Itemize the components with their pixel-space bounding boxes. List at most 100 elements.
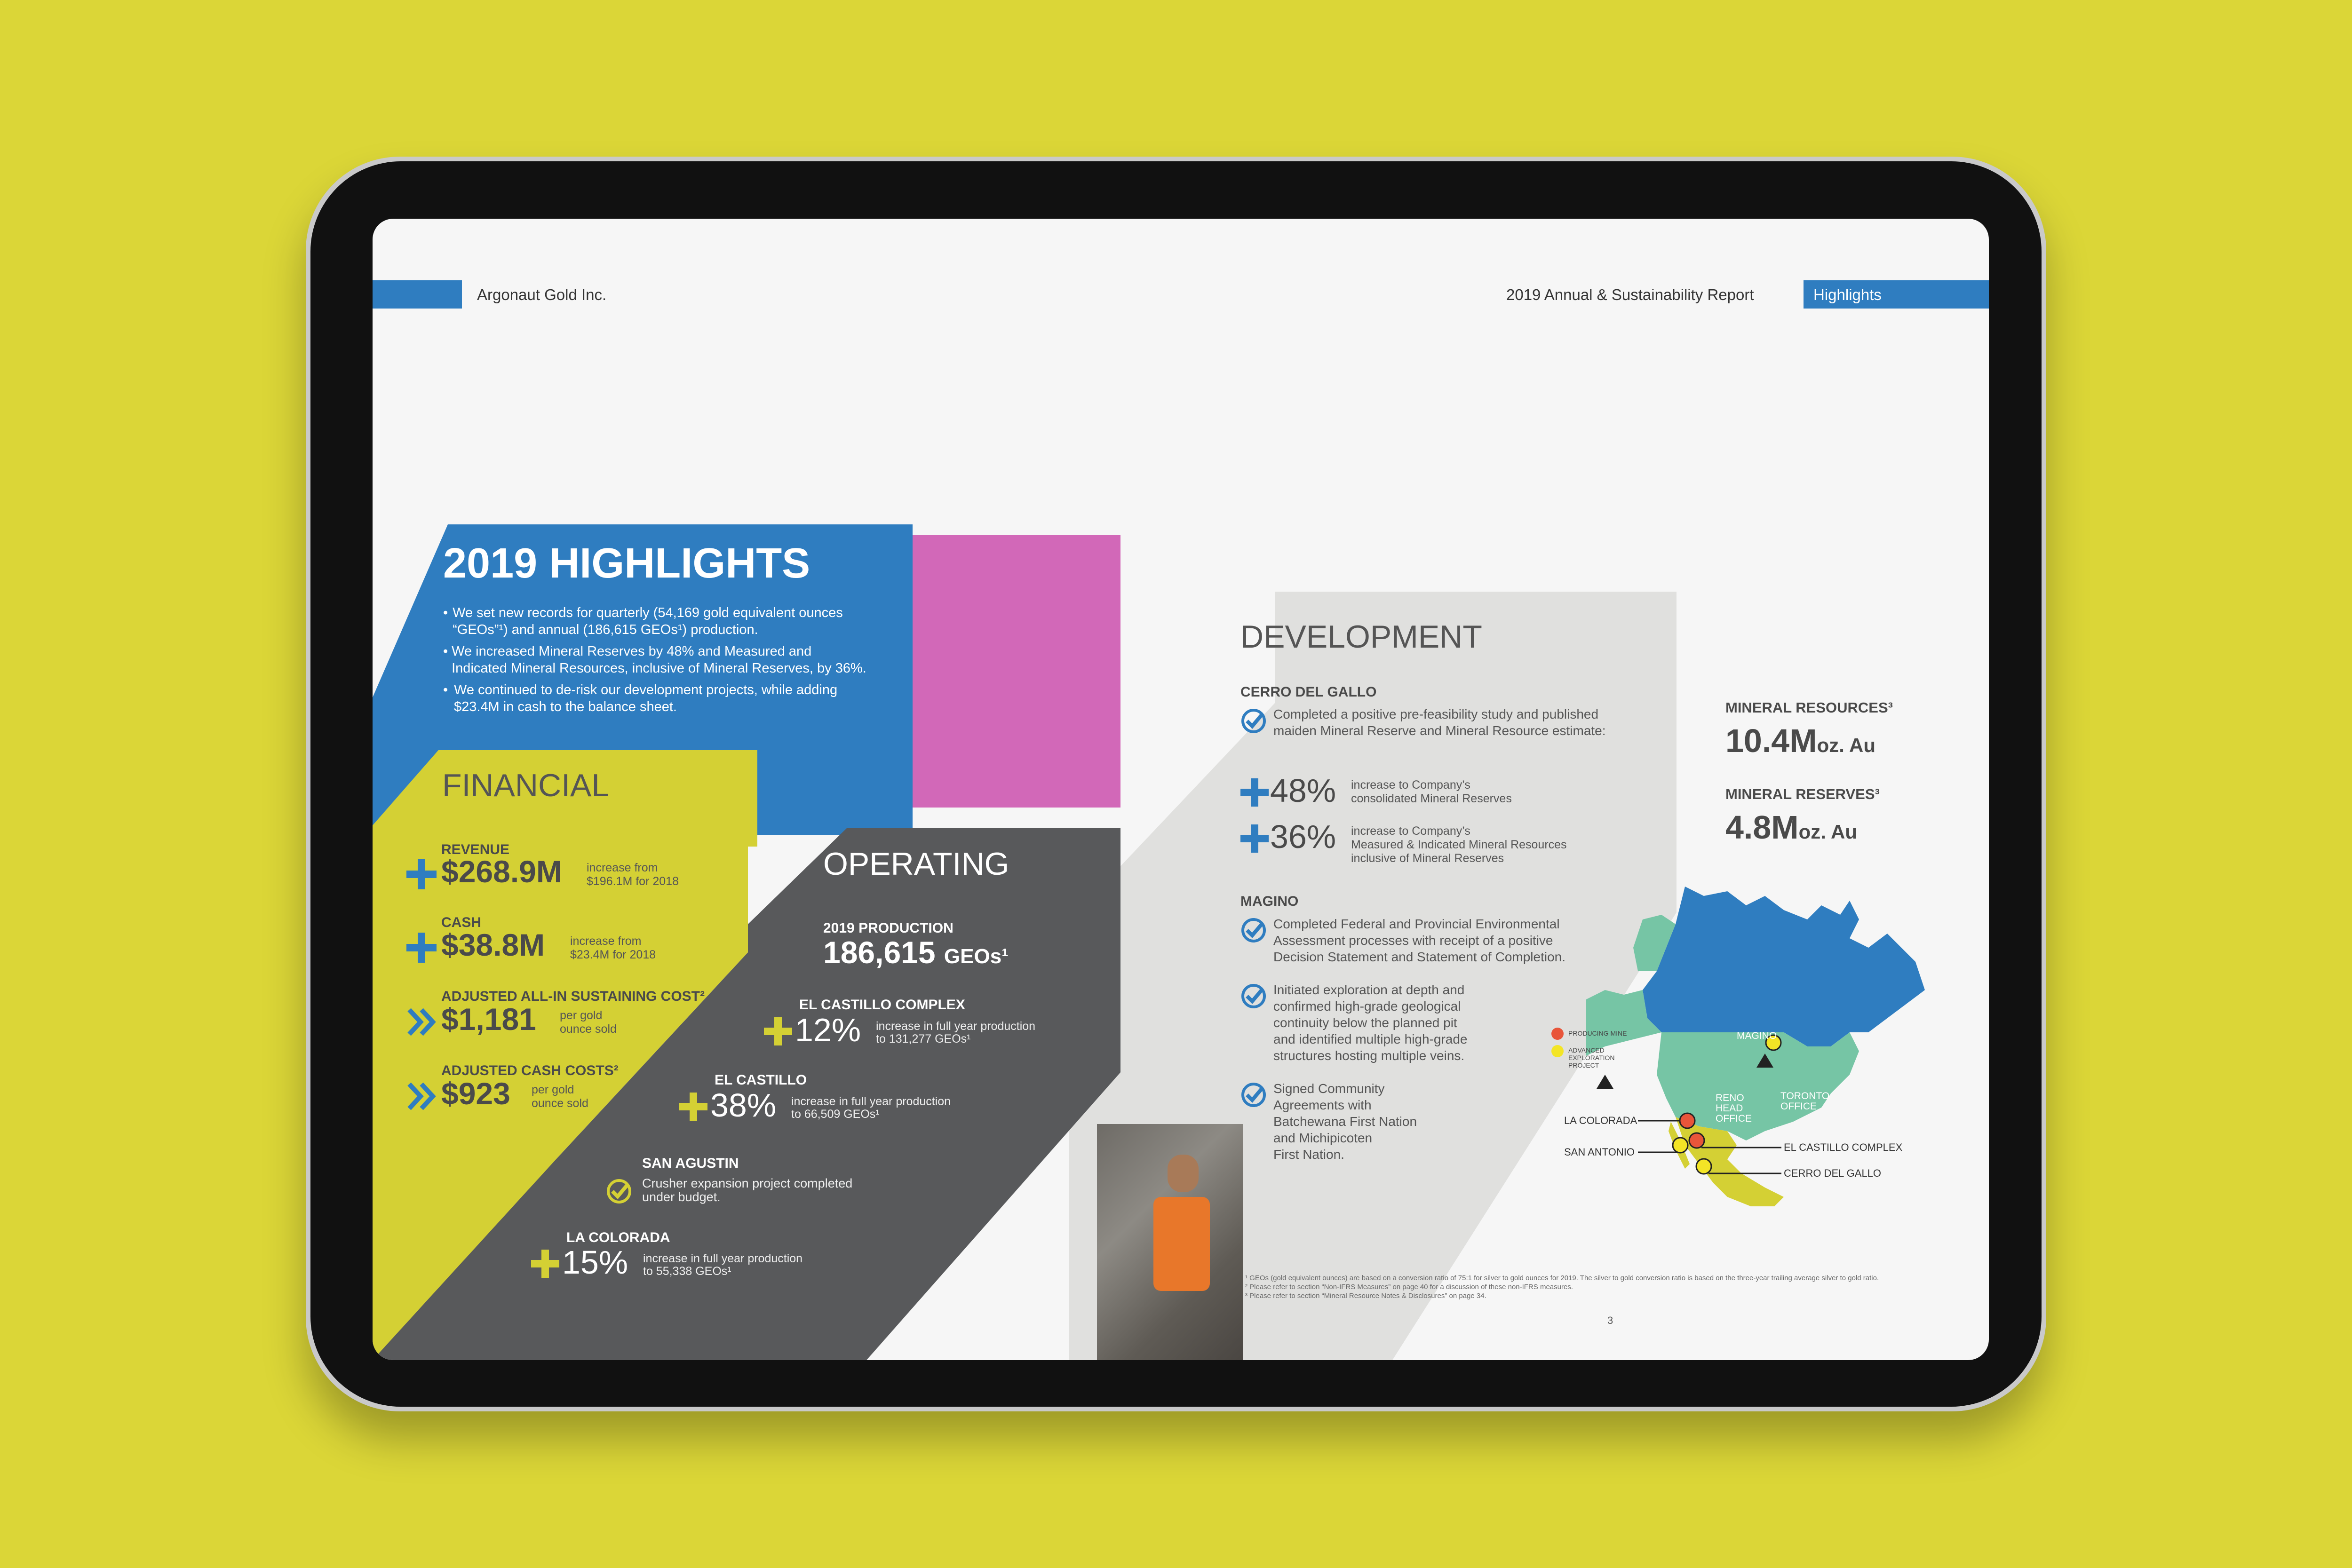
mineral-reserves-label: MINERAL RESERVES³: [1725, 786, 1880, 802]
san-antonio-marker: [1672, 1137, 1689, 1154]
map-canada-northwest: [1633, 915, 1676, 971]
magino-item-3: Signed Community Agreements with Batchew…: [1273, 1080, 1417, 1163]
magino-item-line: Agreements with: [1273, 1098, 1372, 1112]
magino-item-line: Initiated exploration at depth and: [1273, 982, 1465, 997]
cash-note-1: increase from: [570, 934, 642, 948]
el-castillo-complex-value: 12%: [795, 1012, 861, 1048]
check-circle-icon: [1241, 709, 1266, 733]
plus-icon: [531, 1250, 559, 1278]
cerro-text-1: Completed a positive pre-feasibility stu…: [1273, 707, 1599, 721]
mineral-resources-number: 10.4M: [1725, 722, 1817, 759]
worker-vest: [1153, 1197, 1210, 1291]
production-unit: GEOs¹: [944, 945, 1009, 968]
operating-title: OPERATING: [823, 846, 1009, 882]
map-canada: [1643, 887, 1925, 1046]
map-label-line: TORONTO: [1780, 1091, 1830, 1101]
el-castillo-note-2: to 66,509 GEOs¹: [791, 1108, 880, 1121]
magino-item-line: Batchewana First Nation: [1273, 1114, 1417, 1129]
check-circle-icon: [1241, 984, 1266, 1008]
magino-item-line: structures hosting multiple veins.: [1273, 1048, 1465, 1063]
stat-48-value: 48%: [1270, 772, 1336, 809]
footnote: ³ Please refer to section “Mineral Resou…: [1245, 1292, 1486, 1300]
la-colorada-note-1: increase in full year production: [643, 1252, 803, 1265]
check-circle-icon: [1241, 918, 1266, 942]
aisc-label: ADJUSTED ALL-IN SUSTAINING COST²: [441, 989, 705, 1004]
map-label-san-antonio: SAN ANTONIO: [1564, 1146, 1635, 1158]
aisc-note-1: per gold: [560, 1009, 603, 1022]
production-number: 186,615: [823, 935, 936, 970]
photo-silos: [913, 535, 1120, 808]
aisc-value: $1,181: [441, 1002, 536, 1037]
legend-producing-icon: [1551, 1028, 1564, 1040]
san-agustin-note-2: under budget.: [642, 1190, 721, 1204]
map-label-el-castillo: EL CASTILLO COMPLEX: [1784, 1141, 1903, 1153]
map-usa: [1657, 1032, 1859, 1140]
la-colorada-value: 15%: [562, 1244, 628, 1281]
footnotes: ¹ GEOs (gold equivalent ounces) are base…: [1245, 1274, 1879, 1300]
revenue-note-2: $196.1M for 2018: [587, 875, 679, 888]
tablet-device: Argonaut Gold Inc. 2019 Annual & Sustain…: [306, 157, 2046, 1411]
worker-head: [1168, 1155, 1199, 1192]
map-label-magino: MAGINO: [1737, 1030, 1777, 1041]
map-label-line: OFFICE: [1716, 1113, 1752, 1124]
cash-value: $38.8M: [441, 927, 545, 962]
revenue-label: REVENUE: [441, 842, 510, 857]
cash-costs-value: $923: [441, 1076, 510, 1111]
financial-title: FINANCIAL: [442, 768, 610, 803]
check-circle-icon: [607, 1179, 631, 1204]
mineral-reserves-unit: oz. Au: [1798, 821, 1858, 843]
magino-item-line: Assessment processes with receipt of a p…: [1273, 933, 1553, 948]
header-tab-label: Highlights: [1813, 286, 1882, 303]
plus-icon: [1240, 824, 1269, 853]
plus-icon: [679, 1093, 707, 1121]
map-label-cerro: CERRO DEL GALLO: [1784, 1167, 1882, 1179]
magino-item-line: First Nation.: [1273, 1147, 1344, 1162]
revenue-value: $268.9M: [441, 854, 562, 889]
operating-panel: [373, 828, 1120, 1360]
report-title: 2019 Annual & Sustainability Report: [1506, 286, 1754, 303]
report-page: Argonaut Gold Inc. 2019 Annual & Sustain…: [373, 219, 1989, 1360]
el-castillo-note-1: increase in full year production: [791, 1095, 951, 1108]
mineral-resources-value: 10.4Moz. Au: [1725, 722, 1875, 760]
stat-48-line-1: increase to Company’s: [1351, 778, 1470, 792]
map-label-line: HEAD: [1716, 1103, 1743, 1114]
check-circle-icon: [1241, 1083, 1266, 1107]
highlight-bullet: We continued to de-risk our development …: [453, 682, 838, 714]
la-colorada-note-2: to 55,338 GEOs¹: [643, 1265, 731, 1278]
stat-36-line-3: inclusive of Mineral Reserves: [1351, 852, 1504, 865]
el-castillo-complex-note-1: increase in full year production: [876, 1020, 1036, 1033]
el-castillo-marker: [1688, 1132, 1705, 1149]
san-agustin-label: SAN AGUSTIN: [642, 1156, 739, 1171]
page-number: 3: [1607, 1315, 1613, 1326]
aisc-note-2: ounce sold: [560, 1022, 617, 1036]
production-label: 2019 PRODUCTION: [823, 920, 954, 936]
cash-costs-label: ADJUSTED CASH COSTS²: [441, 1063, 619, 1078]
map-label-line: OFFICE: [1780, 1101, 1817, 1112]
tablet-bezel: Argonaut Gold Inc. 2019 Annual & Sustain…: [310, 161, 2042, 1407]
map-label-reno: RENO HEAD OFFICE: [1716, 1093, 1752, 1124]
company-name: Argonaut Gold Inc.: [477, 286, 607, 303]
cerro-label: CERRO DEL GALLO: [1240, 684, 1377, 700]
magino-item-line: Signed Community: [1273, 1081, 1385, 1096]
double-chevron-icon: [407, 1008, 436, 1036]
legend-advanced-icon: [1551, 1045, 1564, 1057]
magino-item-line: continuity below the planned pit: [1273, 1015, 1457, 1030]
header-tab-highlights[interactable]: [1804, 280, 1989, 309]
financial-panel: [373, 847, 748, 1159]
map-alaska: [1586, 990, 1661, 1056]
legend-producing-label: PRODUCING MINE: [1568, 1029, 1627, 1037]
magino-item-line: Completed Federal and Provincial Environ…: [1273, 917, 1560, 931]
stat-36-line-2: Measured & Indicated Mineral Resources: [1351, 838, 1567, 851]
cash-note-2: $23.4M for 2018: [570, 948, 656, 961]
cash-costs-note-1: per gold: [532, 1083, 574, 1096]
plus-icon: [406, 933, 437, 963]
highlights-bullets: • We set new records for quarterly (54,16…: [443, 605, 866, 714]
magino-item-line: Decision Statement and Statement of Comp…: [1273, 950, 1566, 964]
mineral-reserves-number: 4.8M: [1725, 809, 1799, 846]
plus-icon: [1240, 778, 1269, 807]
la-colorada-label: LA COLORADA: [566, 1230, 670, 1245]
legend-advanced-label: ADVANCED EXPLORATION PROJECT: [1568, 1046, 1615, 1069]
toronto-office-marker: [1756, 1053, 1773, 1068]
map-label-line: RENO: [1716, 1093, 1744, 1103]
development-title: DEVELOPMENT: [1240, 619, 1482, 655]
